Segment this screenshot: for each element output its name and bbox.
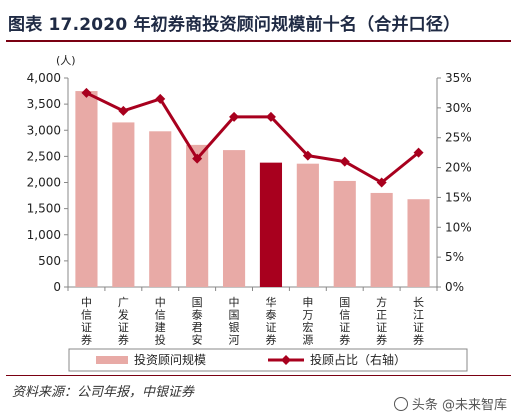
category-label: 长江证券 (413, 296, 424, 347)
right-axis-tick-label: 5% (445, 250, 464, 264)
left-axis-tick-label: 2,500 (27, 149, 61, 163)
bar (222, 150, 246, 287)
bar (296, 163, 319, 287)
ratio-point (376, 177, 387, 188)
ratio-point (229, 111, 240, 122)
bar (407, 199, 430, 287)
left-axis-tick-label: 500 (38, 254, 61, 268)
watermark: 头条 @未来智库 (393, 394, 507, 413)
ratio-point (413, 147, 424, 158)
category-label: 国泰君安 (192, 296, 203, 347)
right-axis-tick-label: 10% (445, 220, 472, 234)
bar (75, 91, 98, 287)
left-axis-tick-label: 3,500 (27, 97, 61, 111)
right-axis-tick-label: 15% (445, 190, 472, 204)
category-label: 中信建投 (155, 296, 166, 347)
chart-canvas: (人) 0 500 1,000 1,500 2,000 2,500 3,000 3,500 4,0… (27, 54, 472, 372)
right-axis-tick-label: 25% (445, 131, 472, 145)
left-axis-tick-label: 1,000 (27, 228, 61, 242)
ratio-point (339, 156, 350, 167)
source-rule (6, 375, 511, 376)
bar (186, 144, 209, 287)
ratio-point (81, 87, 92, 98)
chart-title: 图表 17.2020 年初券商投资顾问规模前十名（合并口径） (8, 15, 461, 35)
ratio-line (85, 91, 420, 184)
bar (370, 192, 393, 287)
ratio-point (118, 105, 129, 116)
bar (149, 131, 172, 287)
category-label: 中国银河 (229, 296, 240, 347)
left-axis-tick-label: 2,000 (27, 176, 61, 190)
ratio-point (155, 93, 166, 104)
title-rule (6, 40, 511, 42)
legend-swatch-marker (281, 355, 291, 365)
legend-swatch-bar (96, 356, 128, 364)
category-label: 国信证券 (339, 296, 350, 347)
ratio-point (192, 153, 203, 164)
left-axis-unit: (人) (56, 54, 76, 67)
watermark-icon (393, 396, 408, 411)
category-label: 华泰证券 (265, 295, 276, 347)
category-label: 方正证券 (376, 295, 387, 347)
category-label: 申万宏源 (302, 296, 313, 347)
bar (333, 180, 356, 287)
category-label: 中信证券 (81, 296, 92, 347)
left-axis-tick-label: 4,000 (27, 71, 61, 85)
legend-label-line: 投顾占比（右轴） (310, 352, 406, 367)
left-axis-tick-label: 3,000 (27, 123, 61, 137)
category-label: 广发证券 (118, 296, 129, 347)
left-axis-tick-label: 0 (53, 280, 61, 294)
ratio-point (265, 111, 276, 122)
watermark-text: 头条 @未来智库 (411, 398, 507, 413)
ratio-point (302, 150, 313, 161)
right-axis-tick-label: 35% (445, 71, 472, 85)
right-axis-tick-label: 20% (445, 161, 472, 175)
left-axis-tick-label: 1,500 (27, 202, 61, 216)
legend-label-bar: 投资顾问规模 (134, 352, 206, 367)
bar (112, 122, 135, 287)
bar (259, 162, 283, 287)
right-axis-tick-label: 0% (445, 280, 464, 294)
source-note: 资料来源：公司年报，中银证券 (12, 385, 195, 400)
right-axis-tick-label: 30% (445, 101, 472, 115)
